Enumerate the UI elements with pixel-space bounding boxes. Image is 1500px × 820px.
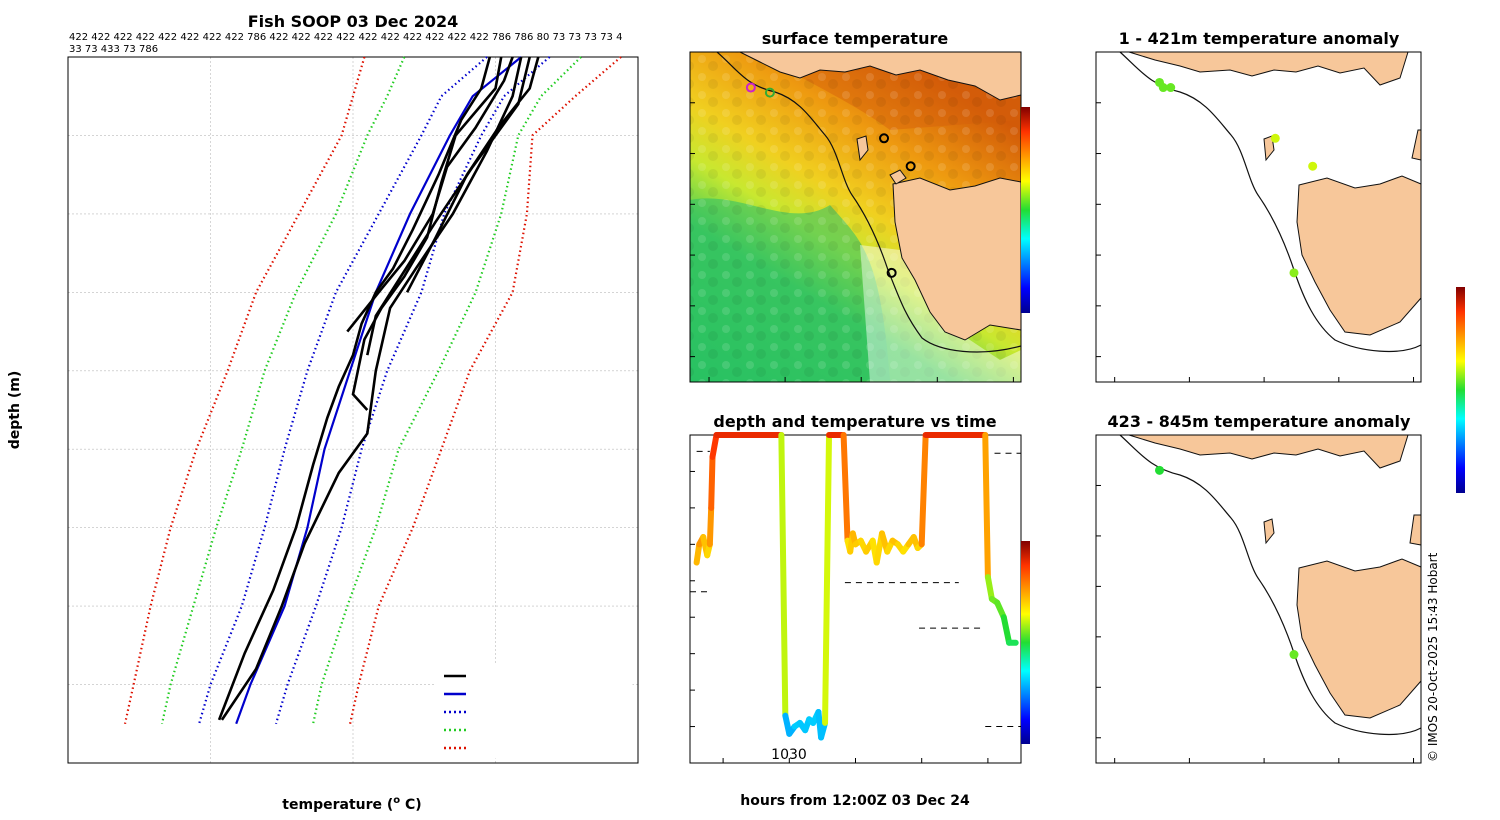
anomaly-marker — [1270, 133, 1280, 143]
depth-time-colorbar — [1021, 541, 1030, 744]
anom2-shelf-contour — [1119, 434, 1422, 736]
track-segment — [706, 504, 715, 548]
sst-map-title: surface temperature — [762, 29, 949, 48]
depth-time-x-label: hours from 12:00Z 03 Dec 24 — [740, 793, 970, 809]
series-fishsoop-a — [217, 56, 492, 721]
anomaly-shallow-title: 1 - 421m temperature anomaly — [1119, 29, 1400, 48]
profile-legend — [435, 663, 633, 759]
series-cars+2sd — [312, 56, 582, 725]
cast-location-marker — [879, 133, 890, 144]
anomaly-marker — [1308, 161, 1318, 171]
profile-axes-box — [67, 56, 639, 764]
anom2-land-tasmania — [1296, 558, 1422, 719]
cast-id-header-line2: 33 73 433 73 786 — [69, 44, 158, 55]
anom2-land-mainland — [1128, 434, 1409, 469]
depth-time-title: depth and temperature vs time — [713, 412, 996, 431]
profile-panel: Fish SOOP 03 Dec 2024 422 422 422 422 42… — [7, 12, 639, 813]
track-segment — [778, 432, 789, 719]
depth-time-panel: depth and temperature vs time 1030 hours… — [689, 412, 1030, 809]
sst-ticks — [690, 51, 1014, 382]
anomaly-shallow-markers — [1155, 77, 1318, 278]
sst-colorbar — [1021, 107, 1030, 313]
cast-location-marker — [905, 161, 916, 172]
track-segment — [982, 432, 991, 581]
anomaly-deep-map — [1119, 434, 1422, 736]
track-segment — [984, 574, 995, 602]
anom2-land-east — [1409, 514, 1422, 546]
anomaly-shallow-ticks — [1096, 51, 1415, 382]
anomaly-shallow-panel: 1 - 421m temperature anomaly — [1095, 29, 1422, 383]
anomaly-marker — [1155, 465, 1165, 475]
anom1-land-tasmania — [1296, 175, 1422, 336]
track-segment — [708, 453, 716, 511]
cast-location-marker — [886, 267, 897, 278]
depth-time-axes-box — [689, 434, 1022, 764]
series-cars+1sd — [274, 56, 551, 725]
depth-time-track — [693, 432, 1019, 741]
anomaly-shallow-axes-box — [1095, 51, 1422, 383]
series-cars-3sd — [123, 56, 366, 725]
series-fishsoop-e — [366, 56, 531, 356]
track-segment — [1000, 614, 1013, 646]
track-segment — [709, 432, 720, 460]
sst-land-mainland — [739, 52, 1021, 101]
series-fishsoop-b — [351, 56, 503, 411]
sst-cloud-gaps — [860, 245, 1021, 382]
anom1-land-east — [1411, 129, 1422, 161]
profile-x-label: temperature (o C) — [282, 795, 421, 813]
series-cars+3sd — [349, 56, 622, 725]
anom1-shelf-contour — [1119, 51, 1422, 353]
sst-map-panel: surface temperature — [689, 29, 1030, 383]
sst-shelf-contour — [716, 52, 1021, 353]
track-segment — [918, 432, 929, 548]
series-fishsoop-c — [346, 56, 514, 333]
track-segment — [693, 541, 703, 566]
anomaly-marker — [1289, 650, 1299, 660]
anom1-land-mainland — [1128, 51, 1409, 86]
cast-location-marker — [764, 87, 775, 98]
depth-time-annotation: 1030 — [771, 747, 807, 763]
profile-y-label: depth (m) — [7, 371, 23, 449]
track-segment — [822, 432, 833, 726]
cast-location-marker — [745, 82, 756, 93]
anomaly-deep-markers — [1155, 465, 1299, 660]
profile-grid — [67, 56, 639, 764]
series-cars — [235, 56, 522, 725]
anom2-land-king-island — [1263, 518, 1275, 545]
series-cars-2sd — [160, 56, 406, 725]
track-segment — [840, 432, 851, 544]
anomaly-marker — [1166, 83, 1176, 93]
anomaly-deep-axes-box — [1095, 434, 1422, 764]
depth-time-ticks — [690, 434, 989, 764]
credit-footer: © IMOS 20-Oct-2025 15:43 Hobart — [1426, 552, 1440, 762]
cast-id-header-line1: 422 422 422 422 422 422 422 422 786 422 … — [69, 32, 622, 43]
anomaly-marker — [1289, 268, 1299, 278]
profile-series — [123, 56, 622, 725]
depth-time-dashed-levels — [690, 450, 1021, 728]
sst-land-flinders — [889, 169, 907, 185]
anomaly-colorbar — [1456, 287, 1465, 493]
sst-land-king-island — [856, 135, 869, 162]
anomaly-deep-panel: 423 - 845m temperature anomaly — [1095, 287, 1465, 764]
series-fishsoop-d — [220, 56, 523, 721]
anomaly-deep-title: 423 - 845m temperature anomaly — [1108, 412, 1411, 431]
sst-land-tasmania — [892, 177, 1021, 341]
anomaly-deep-ticks — [1096, 434, 1415, 763]
series-fishsoop-f — [405, 56, 540, 293]
anom1-land-king-island — [1263, 135, 1275, 162]
profile-title: Fish SOOP 03 Dec 2024 — [248, 12, 458, 31]
anomaly-marker — [1158, 83, 1168, 93]
sst-field — [690, 52, 1021, 382]
legend-box — [435, 663, 633, 759]
anomaly-shallow-map — [1119, 51, 1422, 353]
sst-markers — [745, 82, 916, 278]
